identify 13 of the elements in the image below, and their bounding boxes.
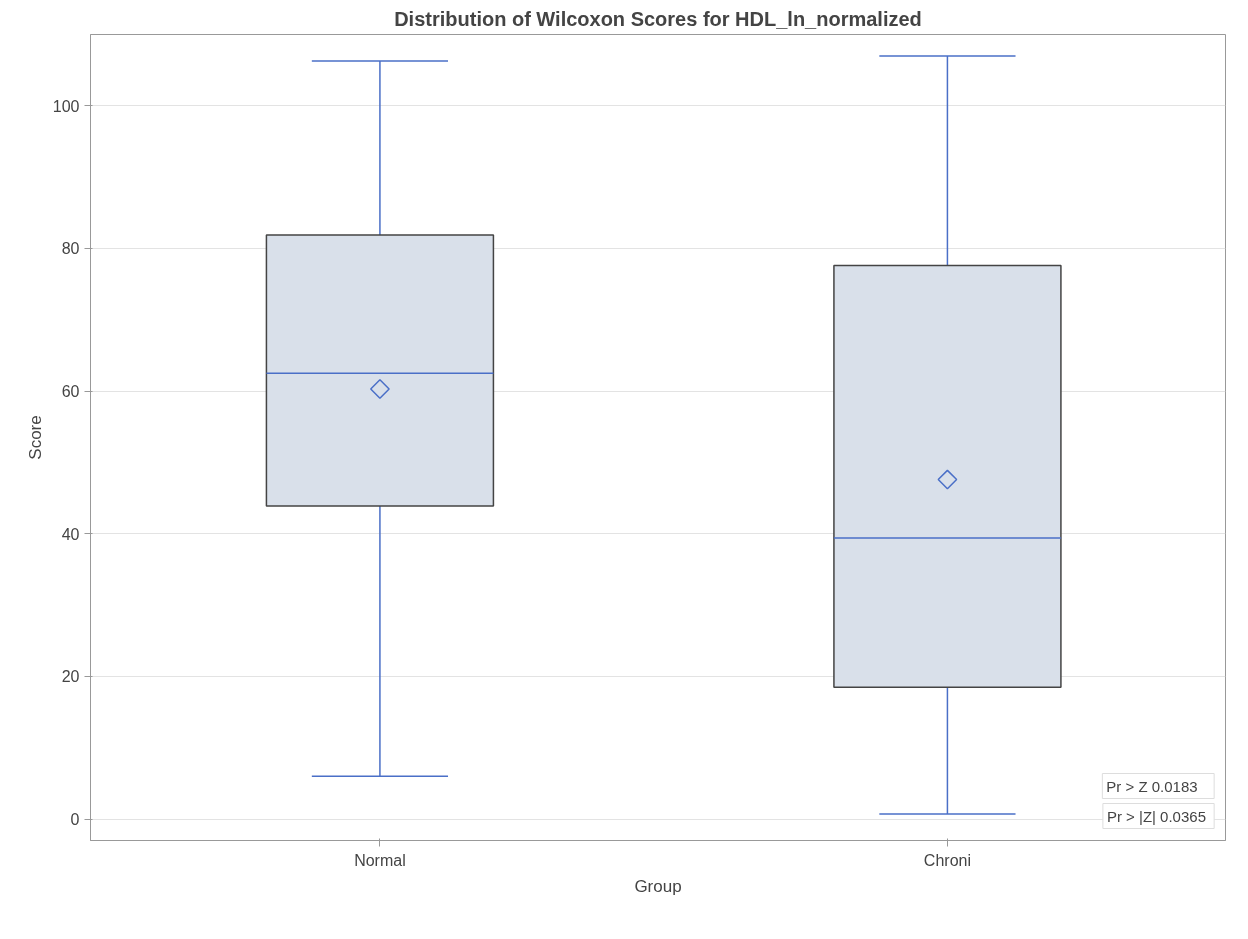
x-axis-title: Group [634, 876, 682, 896]
x-tick-label: Chroni [923, 851, 971, 869]
annotation: Pr > |Z| 0.0365 [1106, 807, 1206, 825]
y-tick-label: 20 [61, 668, 80, 686]
y-tick-label: 60 [61, 383, 80, 401]
y-tick-label: 0 [70, 811, 80, 829]
y-tick-label: 40 [61, 525, 80, 543]
y-tick-label: 80 [61, 240, 80, 258]
annotation: Pr > Z 0.0183 [1106, 777, 1198, 795]
y-tick-label: 100 [52, 97, 80, 115]
y-axis-title: Score [25, 415, 45, 460]
chart-title: Distribution of Wilcoxon Scores for HDL_ln_normalized [394, 7, 922, 30]
x-tick-label: Normal [354, 851, 406, 869]
